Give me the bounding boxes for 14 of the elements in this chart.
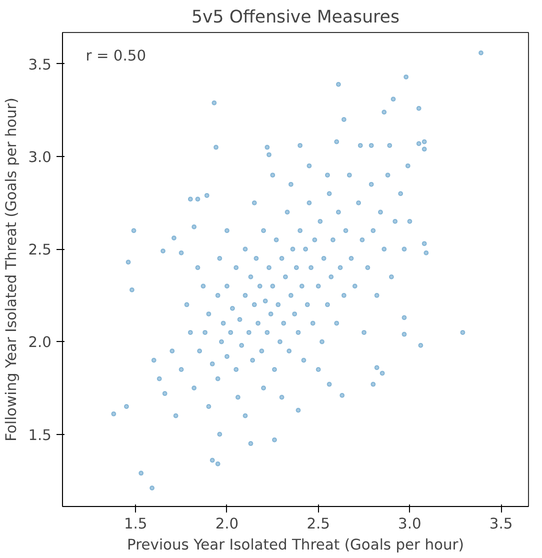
- x-tick-label: 3.0: [398, 516, 422, 532]
- y-tick-label: 2.0: [28, 334, 52, 352]
- x-tick-label: 2.0: [215, 516, 239, 532]
- y-tick-label: 3.5: [28, 56, 52, 74]
- x-axis-title: Previous Year Isolated Threat (Goals per hour): [126, 536, 464, 554]
- y-axis-title: Following Year Isolated Threat (Goals per hour): [3, 98, 20, 442]
- x-tick-label: 2.5: [306, 516, 330, 532]
- y-tick-label: 3.0: [28, 149, 52, 166]
- x-tick-label: 3.5: [489, 516, 513, 532]
- x-tick-label: 1.5: [124, 516, 148, 532]
- y-tick-label: 2.5: [28, 242, 52, 259]
- y-tick-label: 1.5: [28, 426, 52, 444]
- annotation: r = 0.50: [86, 48, 146, 65]
- chart-title: 5v5 Offensive Measures: [192, 8, 400, 28]
